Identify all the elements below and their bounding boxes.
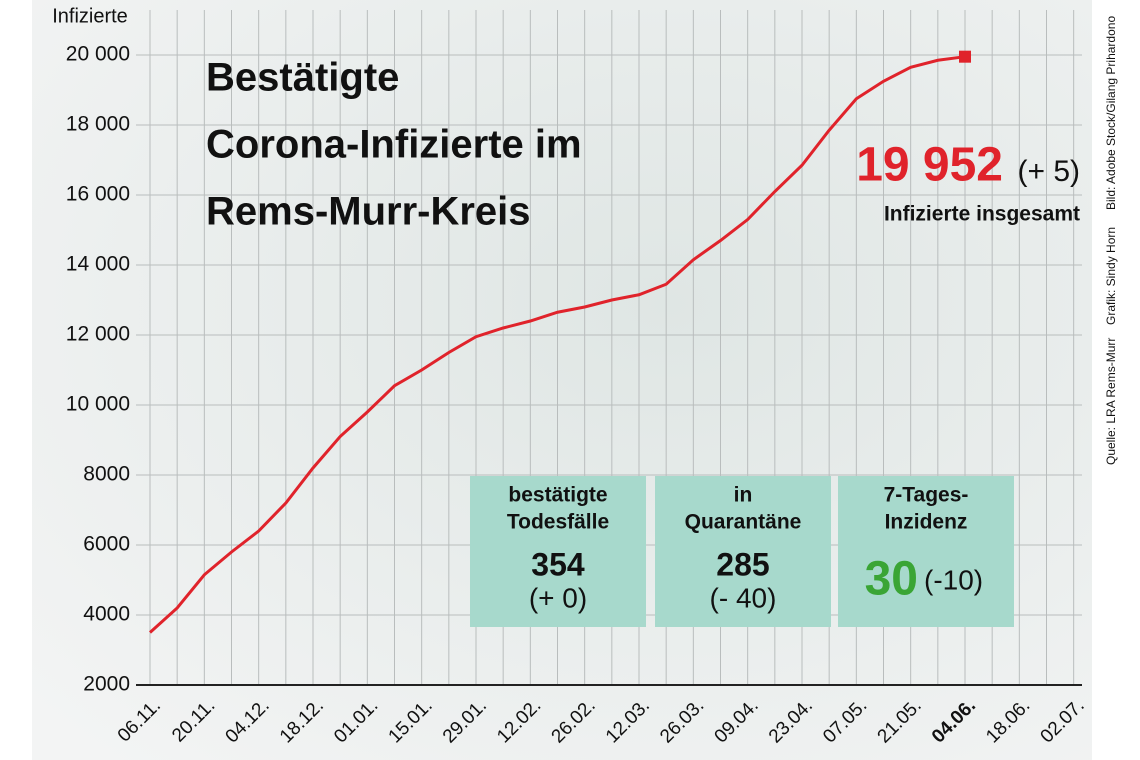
stat-value: 285 [716, 546, 769, 582]
stat-change: (+ 0) [529, 582, 587, 613]
total-value: 19 952 [856, 139, 1003, 192]
stat-title: Todesfälle [507, 511, 609, 534]
end-marker [959, 50, 971, 63]
y-axis-label: Infizierte [52, 5, 128, 27]
stat-title: 7-Tages- [884, 484, 969, 507]
chart-title: Bestätigte [206, 56, 399, 100]
stat-value: 354 [531, 546, 585, 582]
y-tick-label: 18 000 [66, 113, 130, 136]
y-tick-label: 2000 [83, 673, 130, 696]
data-line [148, 55, 966, 634]
y-tick-label: 14 000 [66, 253, 130, 276]
credit: Quelle: LRA Rems-Murr [1104, 338, 1118, 465]
stat-title: bestätigte [508, 484, 607, 507]
y-tick-label: 20 000 [66, 43, 130, 66]
total-change: (+ 5) [1017, 155, 1080, 188]
stat-box [838, 476, 1014, 627]
y-tick-label: 10 000 [66, 393, 130, 416]
y-tick-label: 16 000 [66, 183, 130, 206]
stat-value: 30 [865, 553, 918, 606]
chart-title: Rems-Murr-Kreis [206, 190, 531, 234]
y-tick-label: 6000 [83, 533, 130, 556]
stat-box [655, 476, 831, 627]
stat-change: (- 40) [710, 582, 777, 613]
plot-bg [32, 0, 1092, 760]
total-label: Infizierte insgesamt [884, 203, 1080, 226]
stat-title: Inzidenz [885, 511, 968, 534]
stat-change: (-10) [924, 564, 983, 595]
y-tick-label: 8000 [83, 463, 130, 486]
stat-box [470, 476, 646, 627]
chart-title: Corona-Infizierte im [206, 123, 582, 167]
credit: Grafik: Sindy Horn [1104, 227, 1118, 325]
stat-title: in [734, 484, 753, 507]
credit: Bild: Adobe Stock/Gilang Prihardono [1104, 16, 1118, 210]
y-tick-label: 4000 [83, 603, 130, 626]
y-tick-label: 12 000 [66, 323, 130, 346]
stat-title: Quarantäne [685, 511, 802, 534]
